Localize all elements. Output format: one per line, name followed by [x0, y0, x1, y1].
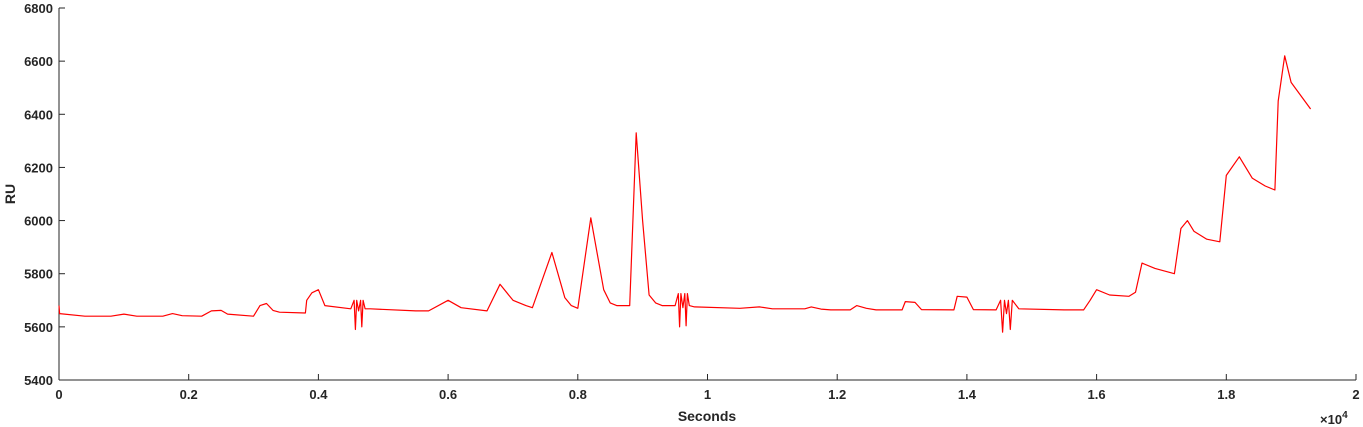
x-tick-label: 2 — [1352, 387, 1359, 402]
y-tick-label: 6400 — [24, 107, 53, 122]
x-tick-label: 0.6 — [439, 387, 457, 402]
x-exponent-power: 4 — [1342, 410, 1348, 421]
x-tick-label: 1 — [704, 387, 711, 402]
x-tick-label: 1.6 — [1088, 387, 1106, 402]
x-exponent-label: ×104 — [1320, 410, 1348, 427]
axis-tick-labels: 0 0.2 0.4 0.6 0.8 1 1.2 1.4 1.6 1.8 2 5400 5600 5800 6… — [24, 1, 1360, 402]
y-tick-label: 6200 — [24, 160, 53, 175]
x-tick-label: 0.8 — [569, 387, 587, 402]
y-tick-label: 5800 — [24, 267, 53, 282]
axis-ticks — [58, 7, 1357, 381]
y-axis-label: RU — [2, 184, 18, 204]
x-tick-label: 0 — [55, 387, 62, 402]
y-tick-label: 6000 — [24, 214, 53, 229]
y-tick-label: 5600 — [24, 320, 53, 335]
x-tick-label: 0.4 — [309, 387, 328, 402]
y-tick-label: 5400 — [24, 373, 53, 388]
x-tick-label: 1.4 — [958, 387, 977, 402]
series-line — [58, 55, 1312, 333]
y-tick-label: 6800 — [24, 1, 53, 16]
plot-area — [58, 8, 1356, 381]
x-tick-label: 1.8 — [1217, 387, 1235, 402]
x-exponent-base: ×10 — [1320, 412, 1342, 427]
x-tick-label: 0.2 — [180, 387, 198, 402]
x-axis-label: Seconds — [678, 408, 737, 424]
y-tick-label: 6600 — [24, 54, 53, 69]
x-tick-label: 1.2 — [828, 387, 846, 402]
